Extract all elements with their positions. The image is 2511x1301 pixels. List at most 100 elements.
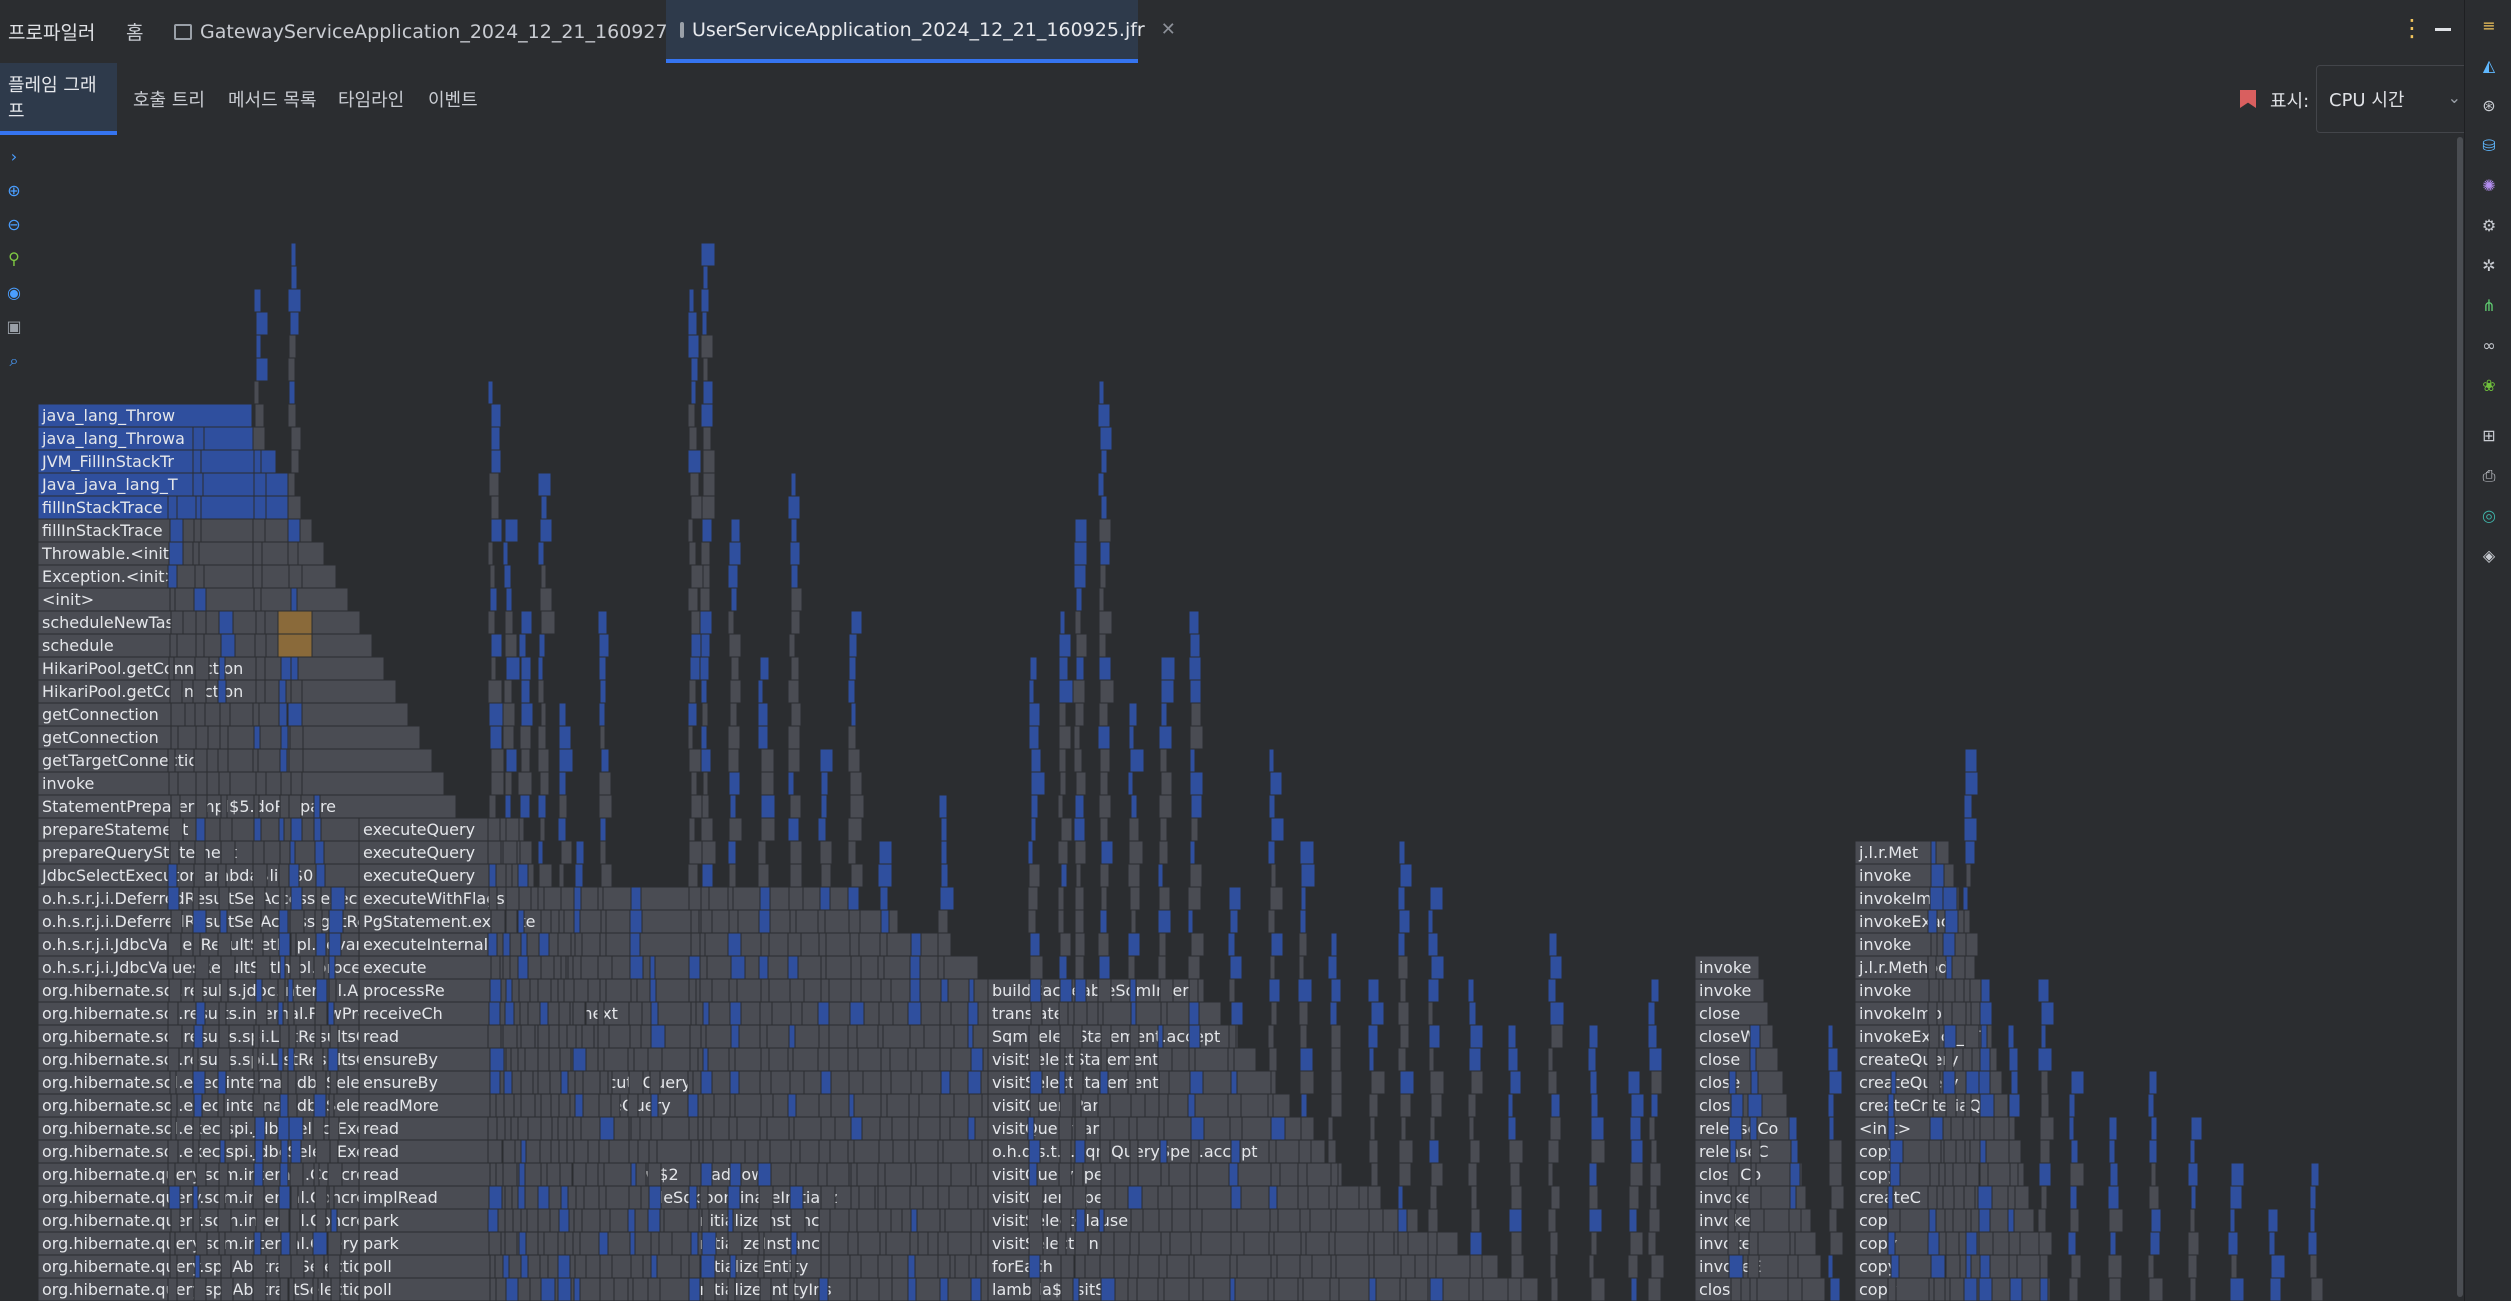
flame-frame[interactable] bbox=[1157, 1047, 1173, 1072]
flame-frame[interactable] bbox=[537, 1231, 545, 1256]
flame-frame[interactable] bbox=[1942, 1116, 1952, 1141]
flame-frame[interactable] bbox=[315, 1208, 327, 1233]
flame-frame[interactable] bbox=[1129, 1139, 1139, 1164]
flame-frame[interactable] bbox=[278, 1185, 291, 1210]
flame-frame[interactable] bbox=[689, 1162, 703, 1187]
flame-frame[interactable] bbox=[290, 265, 298, 290]
flame-frame[interactable] bbox=[279, 955, 286, 980]
flame-frame[interactable] bbox=[699, 1185, 709, 1210]
flame-frame[interactable] bbox=[1829, 1231, 1844, 1256]
flame-frame[interactable] bbox=[504, 633, 518, 658]
flame-frame[interactable] bbox=[2037, 978, 2050, 1003]
flame-frame[interactable] bbox=[820, 1254, 830, 1279]
flame-frame[interactable] bbox=[328, 909, 344, 934]
flame-frame[interactable] bbox=[1267, 1024, 1275, 1049]
flame-frame[interactable] bbox=[2268, 1231, 2276, 1256]
flame-frame[interactable] bbox=[537, 1208, 551, 1233]
flame-frame[interactable] bbox=[1299, 909, 1307, 934]
flame-frame[interactable] bbox=[729, 1093, 736, 1118]
flame-frame[interactable] bbox=[701, 1208, 710, 1233]
flame-frame[interactable] bbox=[1398, 909, 1411, 934]
modules-icon[interactable]: ⊞ bbox=[2482, 426, 2496, 445]
flame-frame[interactable] bbox=[574, 932, 583, 957]
flame-frame[interactable] bbox=[2187, 1254, 2198, 1279]
flame-frame[interactable] bbox=[1399, 1277, 1407, 1301]
flame-frame[interactable] bbox=[487, 840, 502, 865]
flame-frame[interactable] bbox=[1944, 1277, 1951, 1301]
flame-frame[interactable] bbox=[597, 610, 608, 635]
flame-frame[interactable] bbox=[1297, 1185, 1309, 1210]
flame-frame[interactable] bbox=[1159, 1139, 1168, 1164]
flame-frame[interactable] bbox=[287, 1001, 295, 1026]
flame-frame[interactable] bbox=[290, 679, 303, 704]
flame-frame[interactable] bbox=[520, 1024, 536, 1049]
flame-frame[interactable] bbox=[1630, 1093, 1645, 1118]
flame-frame[interactable] bbox=[538, 633, 546, 658]
flame-frame[interactable] bbox=[688, 1277, 701, 1301]
flame-frame[interactable] bbox=[327, 1254, 341, 1279]
flame-frame[interactable] bbox=[1368, 1093, 1379, 1118]
flame-frame[interactable] bbox=[520, 679, 531, 704]
flame-frame[interactable] bbox=[1157, 909, 1172, 934]
flame-frame[interactable] bbox=[728, 978, 738, 1003]
flame-frame[interactable] bbox=[1190, 1231, 1202, 1256]
flame-frame[interactable] bbox=[1227, 1093, 1242, 1118]
flame-frame[interactable] bbox=[2310, 1277, 2324, 1301]
flame-frame[interactable] bbox=[2007, 1024, 2015, 1049]
flame-frame[interactable] bbox=[1980, 978, 1991, 1003]
flame-frame[interactable] bbox=[2040, 1093, 2050, 1118]
flame-frame[interactable] bbox=[517, 1116, 529, 1141]
flame-frame[interactable] bbox=[1027, 840, 1034, 865]
flame-frame[interactable] bbox=[1100, 449, 1108, 474]
flame-frame[interactable] bbox=[504, 1001, 515, 1026]
flame-frame[interactable] bbox=[537, 1024, 550, 1049]
flame-frame[interactable] bbox=[1588, 1024, 1599, 1049]
flame-frame[interactable] bbox=[1468, 1116, 1475, 1141]
flame-frame[interactable] bbox=[688, 886, 703, 911]
flame-frame[interactable] bbox=[288, 1277, 295, 1301]
flame-frame[interactable] bbox=[757, 725, 769, 750]
flame-frame[interactable] bbox=[192, 1070, 206, 1095]
flame-frame[interactable] bbox=[288, 1116, 304, 1141]
flame-frame[interactable] bbox=[167, 1024, 183, 1049]
flame-frame[interactable] bbox=[1072, 1070, 1084, 1095]
flame-frame[interactable] bbox=[759, 1277, 772, 1301]
flame-frame[interactable] bbox=[169, 840, 180, 865]
flame-frame[interactable] bbox=[1400, 1254, 1416, 1279]
flame-frame[interactable] bbox=[254, 403, 265, 428]
flame-frame[interactable] bbox=[1588, 1162, 1598, 1187]
flame-frame[interactable] bbox=[1650, 1070, 1663, 1095]
flame-frame[interactable] bbox=[540, 495, 548, 520]
flame-frame[interactable] bbox=[1030, 771, 1046, 796]
flame-frame[interactable] bbox=[572, 1162, 587, 1187]
flame-frame[interactable] bbox=[1267, 1277, 1275, 1301]
flame-frame[interactable] bbox=[170, 1093, 178, 1118]
flame-frame[interactable] bbox=[700, 242, 716, 267]
flame-frame[interactable] bbox=[1508, 1208, 1523, 1233]
flame-frame[interactable] bbox=[1100, 886, 1108, 911]
flame-frame[interactable] bbox=[253, 794, 260, 819]
flame-frame[interactable] bbox=[699, 610, 713, 635]
flame-frame[interactable] bbox=[1098, 702, 1109, 727]
flame-frame[interactable] bbox=[1980, 1024, 1988, 1049]
flame-frame[interactable] bbox=[1029, 932, 1041, 957]
flame-frame[interactable] bbox=[630, 978, 638, 1003]
flame-frame[interactable] bbox=[502, 955, 511, 980]
flame-frame[interactable] bbox=[1060, 817, 1073, 842]
flame-frame[interactable] bbox=[1428, 1047, 1435, 1072]
flame-frame[interactable] bbox=[629, 932, 641, 957]
flame-frame[interactable] bbox=[1072, 1185, 1087, 1210]
flame-frame[interactable] bbox=[1190, 932, 1205, 957]
flame-frame[interactable] bbox=[1075, 633, 1088, 658]
flame-frame[interactable] bbox=[1270, 1001, 1278, 1026]
flame-frame[interactable] bbox=[255, 311, 269, 336]
flame-frame[interactable] bbox=[1887, 1116, 1896, 1141]
flame-frame[interactable] bbox=[760, 1093, 774, 1118]
spring-icon[interactable]: ❀ bbox=[2482, 376, 2496, 395]
flame-frame[interactable] bbox=[288, 1024, 297, 1049]
flame-frame[interactable] bbox=[192, 1139, 200, 1164]
flame-frame[interactable] bbox=[1927, 1070, 1941, 1095]
flame-frame[interactable] bbox=[1730, 1093, 1744, 1118]
flame-frame[interactable] bbox=[1074, 702, 1085, 727]
flame-frame[interactable] bbox=[558, 771, 567, 796]
